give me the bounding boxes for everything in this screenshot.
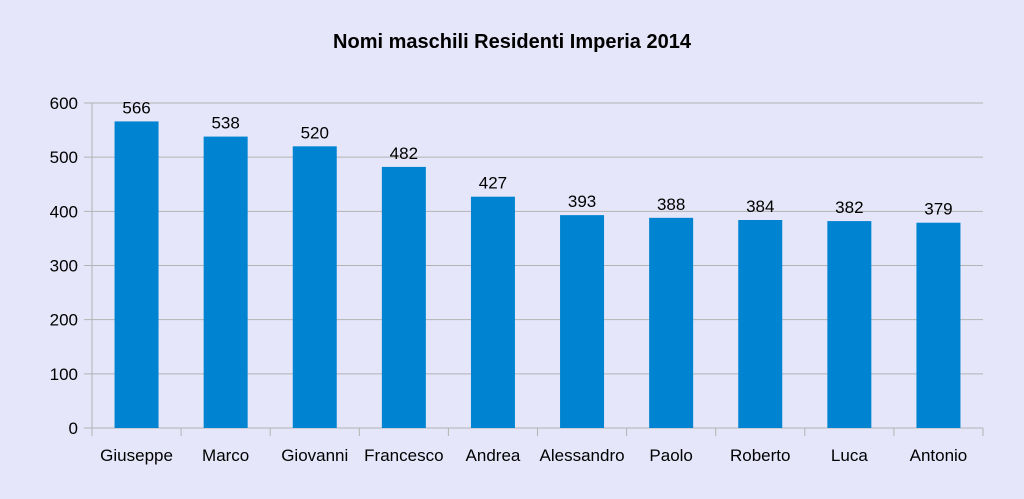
x-tick-label: Giovanni (281, 446, 348, 465)
x-tick-label: Marco (202, 446, 249, 465)
chart-title: Nomi maschili Residenti Imperia 2014 (333, 31, 692, 53)
data-label: 482 (390, 144, 418, 163)
bar-marco (203, 136, 248, 429)
data-label: 427 (479, 174, 507, 193)
data-label: 379 (924, 200, 952, 219)
bar-paolo (649, 217, 694, 428)
bar-luca (827, 221, 872, 428)
bar-giuseppe (114, 121, 159, 429)
x-tick-label: Roberto (730, 446, 790, 465)
x-tick-label: Andrea (466, 446, 521, 465)
data-label: 393 (568, 192, 596, 211)
x-tick-label: Alessandro (540, 446, 625, 465)
data-label: 520 (301, 123, 329, 142)
bar-andrea (470, 196, 515, 428)
x-tick-label: Luca (831, 446, 868, 465)
data-label: 384 (746, 197, 774, 216)
x-tick-label: Antonio (910, 446, 968, 465)
data-label: 382 (835, 198, 863, 217)
bar-roberto (738, 220, 783, 428)
y-tick-label: 600 (50, 94, 78, 113)
bar-francesco (381, 166, 426, 428)
data-label: 566 (122, 98, 150, 117)
data-label: 388 (657, 195, 685, 214)
y-tick-label: 300 (50, 257, 78, 276)
y-tick-label: 500 (50, 148, 78, 167)
bar-giovanni (292, 146, 337, 429)
bar-alessandro (560, 215, 605, 428)
y-tick-label: 100 (50, 365, 78, 384)
x-tick-label: Giuseppe (100, 446, 173, 465)
y-tick-label: 200 (50, 311, 78, 330)
y-tick-label: 0 (69, 419, 78, 438)
bar-antonio (916, 222, 961, 428)
bars: 566 538 520 482 427 393 388 384 382 379 (114, 98, 961, 429)
x-tick-label: Francesco (364, 446, 443, 465)
y-tick-label: 400 (50, 202, 78, 221)
axes: 0 100 200 300 400 500 600 Giuseppe Marco Giovanni… (50, 94, 984, 465)
data-label: 538 (211, 114, 239, 133)
x-tick-label: Paolo (649, 446, 692, 465)
